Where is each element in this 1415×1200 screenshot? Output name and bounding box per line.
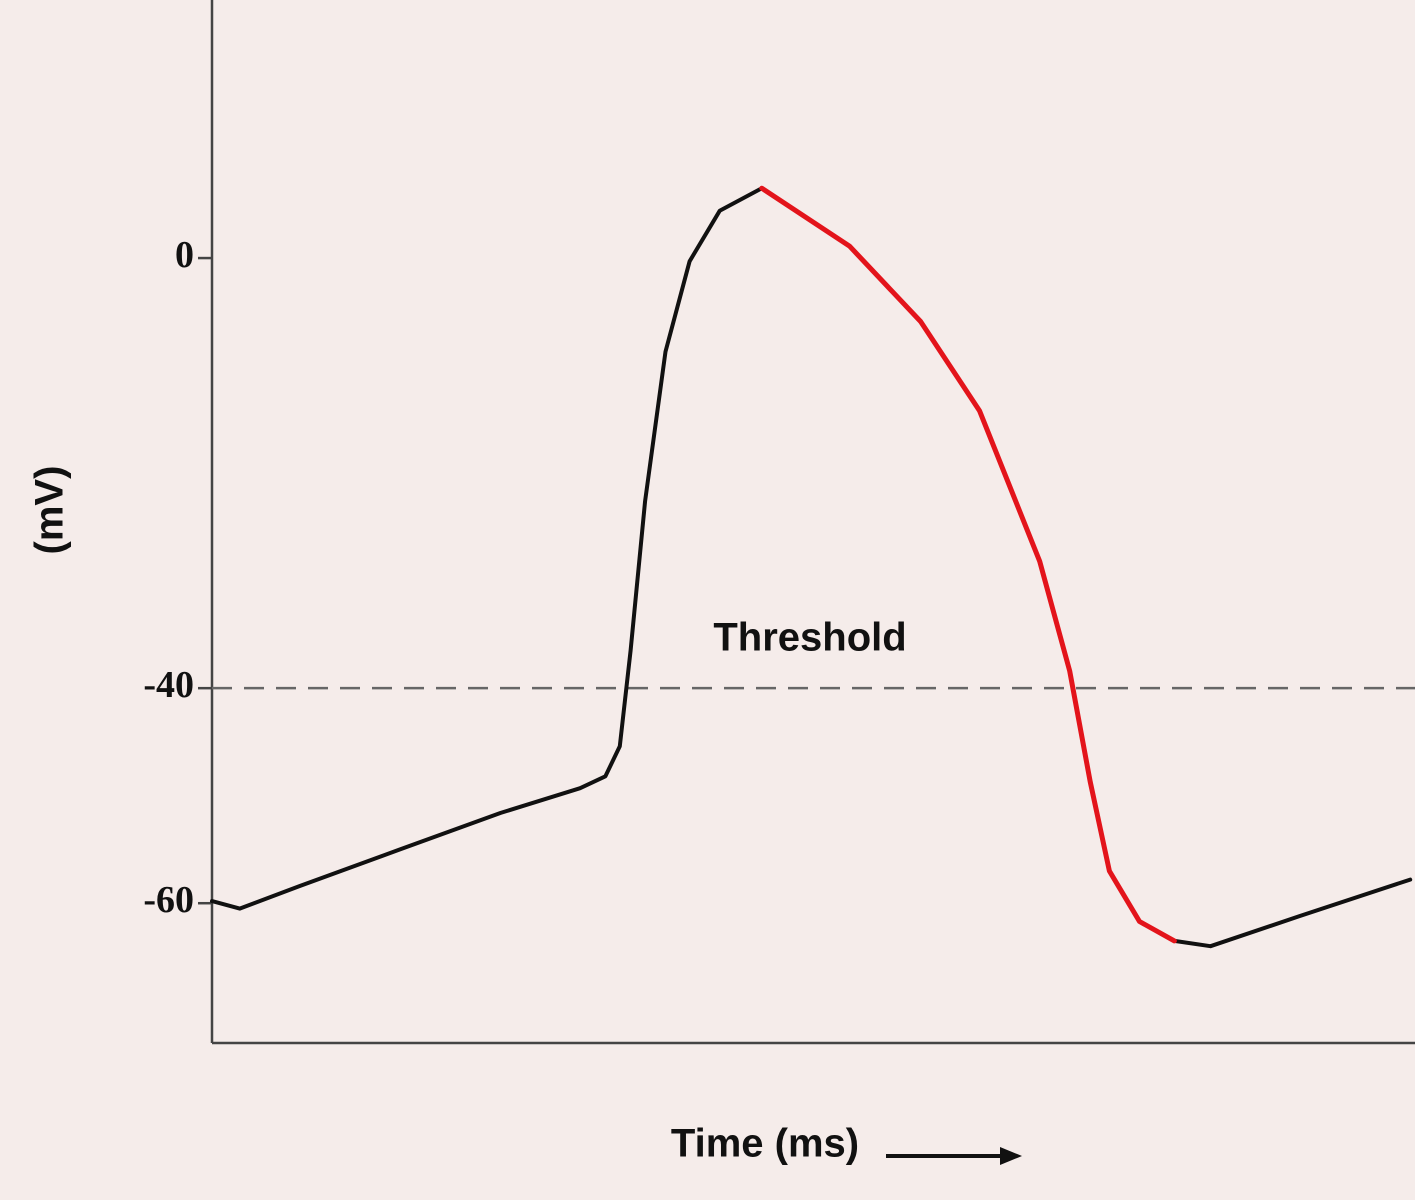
time-arrowhead [1000, 1147, 1022, 1165]
y-tick-label: 0 [175, 234, 194, 276]
threshold-label: Threshold [713, 616, 906, 660]
x-axis-label: Time (ms) [671, 1122, 859, 1166]
y-axis-label: (mV) [28, 466, 72, 555]
line-series [759, 185, 1177, 944]
y-tick-label: -40 [143, 664, 194, 706]
y-tick-label: -60 [143, 879, 194, 921]
line-series [210, 186, 1413, 949]
